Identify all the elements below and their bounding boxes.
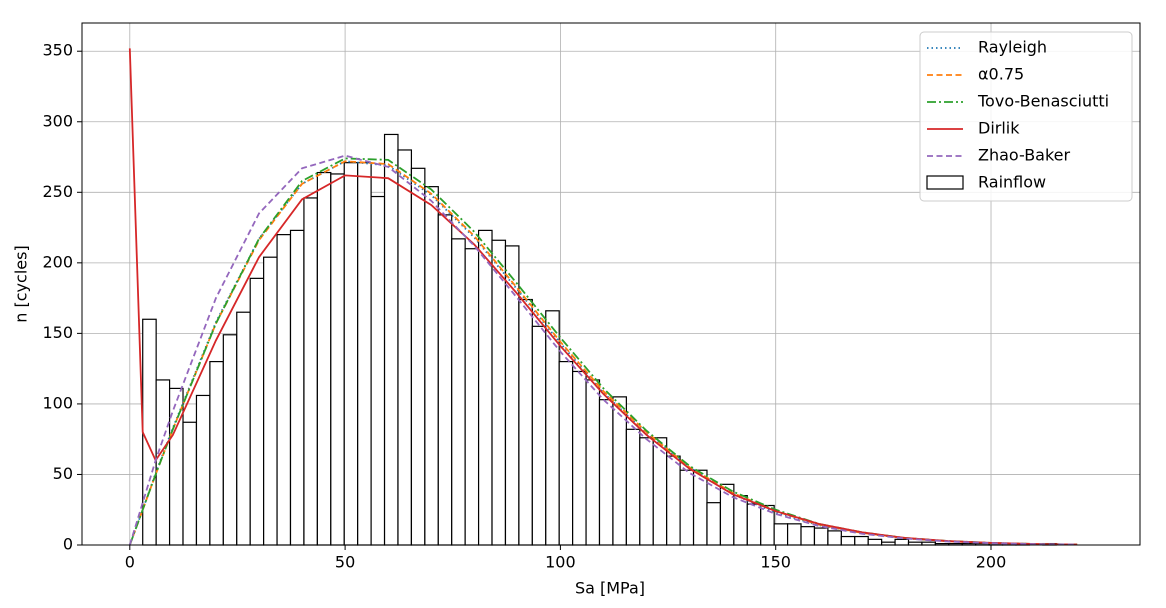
histogram-bar <box>773 523 789 546</box>
histogram-bar <box>545 310 560 546</box>
series-line <box>128 154 1078 545</box>
legend-label: α0.75 <box>978 65 1024 84</box>
histogram-bar <box>518 298 533 546</box>
histogram-bar <box>155 379 171 546</box>
histogram-bar <box>383 133 399 546</box>
histogram-bar <box>585 379 601 546</box>
legend-label: Dirlik <box>978 119 1020 138</box>
histogram-bar <box>733 495 748 546</box>
histogram-bar <box>249 277 265 546</box>
histogram-bar <box>625 428 641 546</box>
histogram-bar <box>236 311 251 546</box>
x-tick-label: 0 <box>125 553 135 572</box>
histogram-bar <box>330 173 345 546</box>
histogram-bar <box>343 162 359 546</box>
histogram-bar <box>746 503 762 546</box>
y-tick-label: 0 <box>63 535 73 554</box>
histogram-bar <box>276 234 292 546</box>
histogram-bar <box>827 530 842 546</box>
histogram-bar <box>813 527 829 546</box>
histogram-bar <box>410 167 426 546</box>
histogram-bar <box>397 149 413 546</box>
histogram-bar <box>303 197 318 546</box>
histogram-bar <box>477 229 493 546</box>
histogram-bar <box>572 370 587 546</box>
histogram-bar <box>437 214 453 546</box>
y-tick-label: 350 <box>42 41 73 60</box>
histogram-bar <box>894 538 910 546</box>
histogram-bar <box>182 421 198 546</box>
histogram-bar <box>195 394 211 546</box>
x-axis-label: Sa [MPa] <box>575 579 645 598</box>
histogram-bar <box>558 360 574 546</box>
legend-label: Zhao-Baker <box>978 146 1071 165</box>
histogram-bar <box>491 239 507 546</box>
plot-frame <box>81 22 1141 546</box>
histogram-bar <box>168 387 184 546</box>
x-tick-label: 50 <box>335 553 355 572</box>
histogram-bar <box>854 535 869 546</box>
histogram-bar <box>666 455 681 546</box>
histogram-bar <box>263 256 278 546</box>
histogram-bar <box>867 538 883 546</box>
histogram-bar <box>612 396 627 546</box>
histogram-bar <box>289 229 305 546</box>
histogram-bar <box>598 399 614 546</box>
series-line <box>128 48 1078 545</box>
legend-box <box>919 31 1133 202</box>
x-tick-label: 150 <box>760 553 791 572</box>
histogram-bar <box>316 171 332 546</box>
y-tick-label: 100 <box>42 393 73 412</box>
y-tick-label: 150 <box>42 323 73 342</box>
histogram-bar <box>786 523 802 546</box>
legend-label: Tovo-Benasciutti <box>977 92 1109 111</box>
histogram-bar <box>692 469 708 546</box>
x-tick-label: 100 <box>545 553 576 572</box>
y-axis-label: n [cycles] <box>12 245 31 322</box>
histogram-bar <box>464 248 480 546</box>
y-tick-label: 50 <box>53 464 73 483</box>
histogram-bar <box>679 469 695 546</box>
histogram-bar <box>209 360 224 546</box>
histogram-bar <box>706 502 722 546</box>
histogram-bar <box>531 325 547 546</box>
histogram-bar <box>424 186 439 546</box>
histogram-bar <box>639 437 654 546</box>
x-tick-label: 200 <box>976 553 1007 572</box>
histogram-bar <box>222 334 238 546</box>
histogram-bar <box>370 195 386 546</box>
y-tick-label: 300 <box>42 111 73 130</box>
histogram-bar <box>800 526 816 546</box>
histogram-bar <box>840 535 856 546</box>
y-tick-label: 200 <box>42 252 73 271</box>
histogram-bar <box>451 238 466 546</box>
legend-label: Rainflow <box>978 173 1046 192</box>
legend-label: Rayleigh <box>978 38 1047 57</box>
y-tick-label: 250 <box>42 182 73 201</box>
legend-swatch <box>926 175 964 190</box>
histogram-bar <box>142 318 157 546</box>
histogram-bar <box>357 162 372 546</box>
